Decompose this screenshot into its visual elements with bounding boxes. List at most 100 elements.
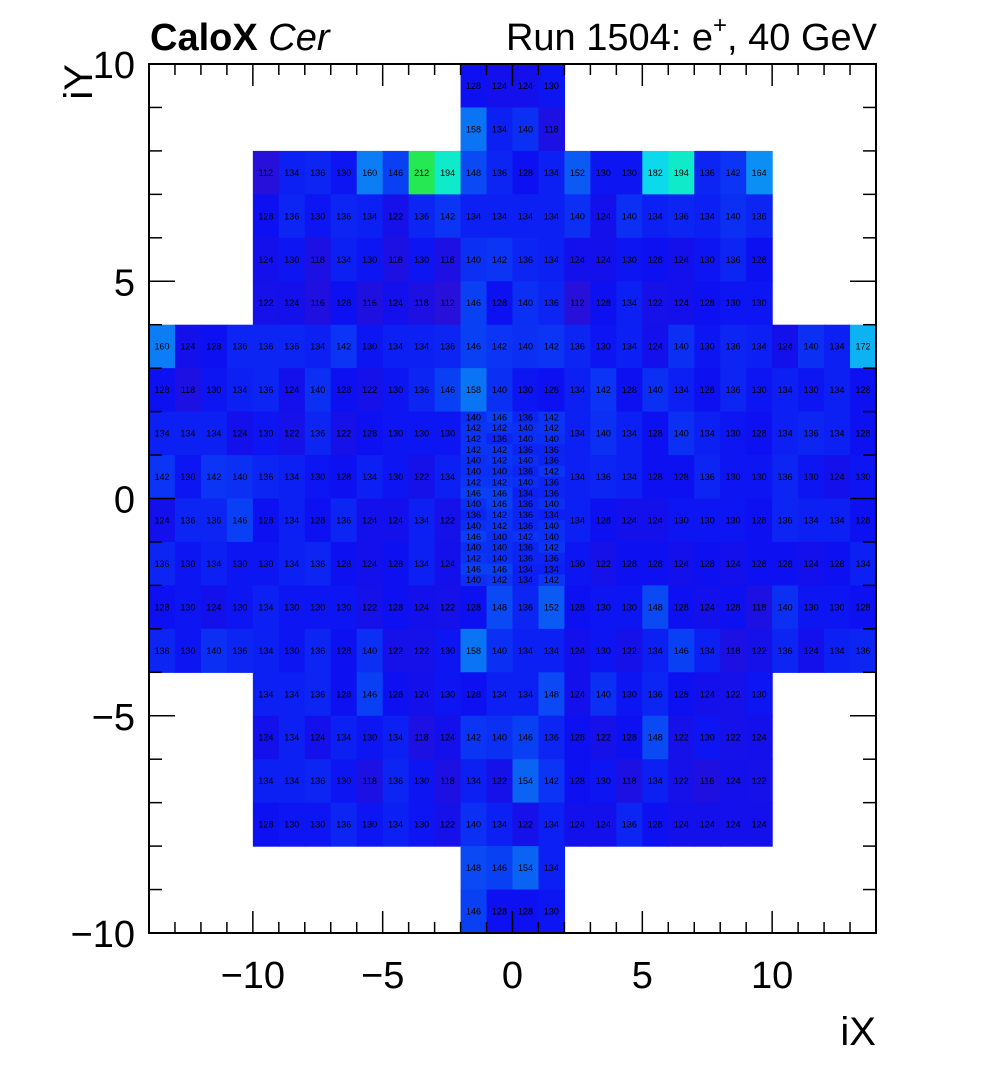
cell-value-label: 142 bbox=[492, 342, 507, 352]
cell-value-label: 130 bbox=[388, 472, 403, 482]
heatmap-cell bbox=[278, 150, 306, 195]
heatmap-cell bbox=[382, 802, 410, 847]
heatmap-cell bbox=[460, 368, 488, 413]
cell-value-label: 128 bbox=[336, 559, 351, 569]
cell-value-label: 128 bbox=[466, 602, 481, 612]
heatmap-cell bbox=[460, 194, 488, 239]
heatmap-cell bbox=[200, 541, 228, 586]
heatmap-cell bbox=[720, 237, 747, 282]
heatmap-cell bbox=[278, 324, 306, 369]
cell-value-label: 136 bbox=[310, 776, 325, 786]
heatmap-cell bbox=[200, 628, 228, 673]
cell-value-label: 136 bbox=[310, 689, 325, 699]
heatmap-cell bbox=[278, 541, 306, 586]
heatmap-cell bbox=[694, 672, 721, 717]
cell-value-label: 124 bbox=[752, 820, 767, 830]
cell-value-label: 128 bbox=[752, 559, 767, 569]
cell-value-label: 124 bbox=[232, 429, 247, 439]
cell-value-label: 134 bbox=[492, 211, 507, 221]
cell-value-label: 134 bbox=[544, 820, 559, 830]
heatmap-cell bbox=[772, 498, 799, 543]
fine-heatmap-cell bbox=[486, 552, 514, 565]
heatmap-cell bbox=[200, 324, 228, 369]
cell-value-label: 134 bbox=[804, 515, 819, 525]
cell-value-label: 128 bbox=[856, 515, 871, 525]
heatmap-cell bbox=[330, 237, 358, 282]
fine-heatmap-cell bbox=[538, 520, 566, 532]
cell-value-label: 128 bbox=[752, 255, 767, 265]
cell-value-label: 140 bbox=[492, 543, 507, 553]
cell-value-label: 128 bbox=[154, 385, 169, 395]
cell-value-label: 134 bbox=[752, 342, 767, 352]
heatmap-cell bbox=[149, 628, 176, 673]
cell-value-label: 124 bbox=[492, 81, 507, 91]
heatmap-cell bbox=[356, 411, 384, 456]
heatmap-cell bbox=[564, 455, 591, 500]
cell-value-label: 140 bbox=[544, 521, 559, 531]
heatmap-cell bbox=[304, 281, 332, 326]
heatmap-cell bbox=[590, 281, 617, 326]
cell-value-label: 142 bbox=[466, 733, 481, 743]
cell-value-label: 124 bbox=[700, 689, 715, 699]
cell-value-label: 130 bbox=[440, 429, 455, 439]
heatmap-cell bbox=[226, 324, 254, 369]
cell-value-label: 116 bbox=[363, 298, 377, 308]
heatmap-cell bbox=[382, 237, 410, 282]
heatmap-cell bbox=[798, 324, 825, 369]
cell-value-label: 124 bbox=[440, 559, 455, 569]
x-tick-label: 5 bbox=[632, 955, 653, 997]
heatmap-cell bbox=[642, 628, 669, 673]
cell-value-label: 134 bbox=[830, 385, 845, 395]
cell-value-label: 136 bbox=[596, 472, 611, 482]
cell-value-label: 140 bbox=[778, 602, 793, 612]
heatmap-cell bbox=[512, 715, 540, 760]
heatmap-cell bbox=[408, 324, 436, 369]
heatmap-cell bbox=[538, 281, 566, 326]
heatmap-cell bbox=[486, 150, 514, 195]
cell-value-label: 140 bbox=[466, 467, 481, 477]
cell-value-label: 142 bbox=[466, 445, 481, 455]
cell-value-label: 134 bbox=[388, 733, 403, 743]
fine-heatmap-cell bbox=[512, 531, 540, 543]
fine-heatmap-cell bbox=[512, 433, 540, 445]
heatmap-cell bbox=[408, 541, 436, 586]
heatmap-cell bbox=[746, 455, 773, 500]
heatmap-cell bbox=[304, 541, 332, 586]
cell-value-label: 130 bbox=[310, 472, 325, 482]
cell-value-label: 134 bbox=[700, 211, 715, 221]
cell-value-label: 148 bbox=[492, 602, 507, 612]
heatmap-cell bbox=[434, 281, 462, 326]
cell-value-label: 130 bbox=[310, 211, 325, 221]
cell-value-label: 128 bbox=[336, 689, 351, 699]
fine-heatmap-cell bbox=[538, 465, 566, 478]
cell-value-label: 148 bbox=[466, 863, 481, 873]
cell-value-label: 154 bbox=[518, 863, 533, 873]
cell-value-label: 134 bbox=[518, 564, 533, 574]
cell-value-label: 136 bbox=[518, 521, 533, 531]
heatmap-cell bbox=[538, 107, 566, 152]
heatmap-cell bbox=[226, 411, 254, 456]
heatmap-cell bbox=[408, 455, 436, 500]
cell-value-label: 142 bbox=[544, 467, 559, 477]
fine-heatmap-cell bbox=[538, 509, 566, 521]
cell-value-label: 134 bbox=[154, 429, 169, 439]
cell-value-label: 142 bbox=[544, 776, 559, 786]
heatmap-cell bbox=[356, 585, 384, 630]
heatmap-cell bbox=[616, 455, 643, 500]
cell-value-label: 136 bbox=[674, 211, 689, 221]
heatmap-cell bbox=[434, 672, 462, 717]
cell-value-label: 134 bbox=[544, 255, 559, 265]
channel-label: Cer bbox=[268, 17, 330, 59]
cell-value-label: 136 bbox=[518, 255, 533, 265]
cell-value-label: 140 bbox=[570, 211, 585, 221]
cell-value-label: 122 bbox=[414, 472, 429, 482]
cell-value-label: 122 bbox=[648, 298, 663, 308]
heatmap-cell bbox=[590, 802, 617, 847]
cell-value-label: 130 bbox=[700, 733, 715, 743]
heatmap-cell bbox=[668, 498, 695, 543]
heatmap-cell bbox=[590, 759, 617, 804]
cell-value-label: 128 bbox=[466, 81, 481, 91]
cell-value-label: 130 bbox=[804, 472, 819, 482]
cell-value-label: 130 bbox=[752, 689, 767, 699]
heatmap-cell bbox=[486, 628, 514, 673]
